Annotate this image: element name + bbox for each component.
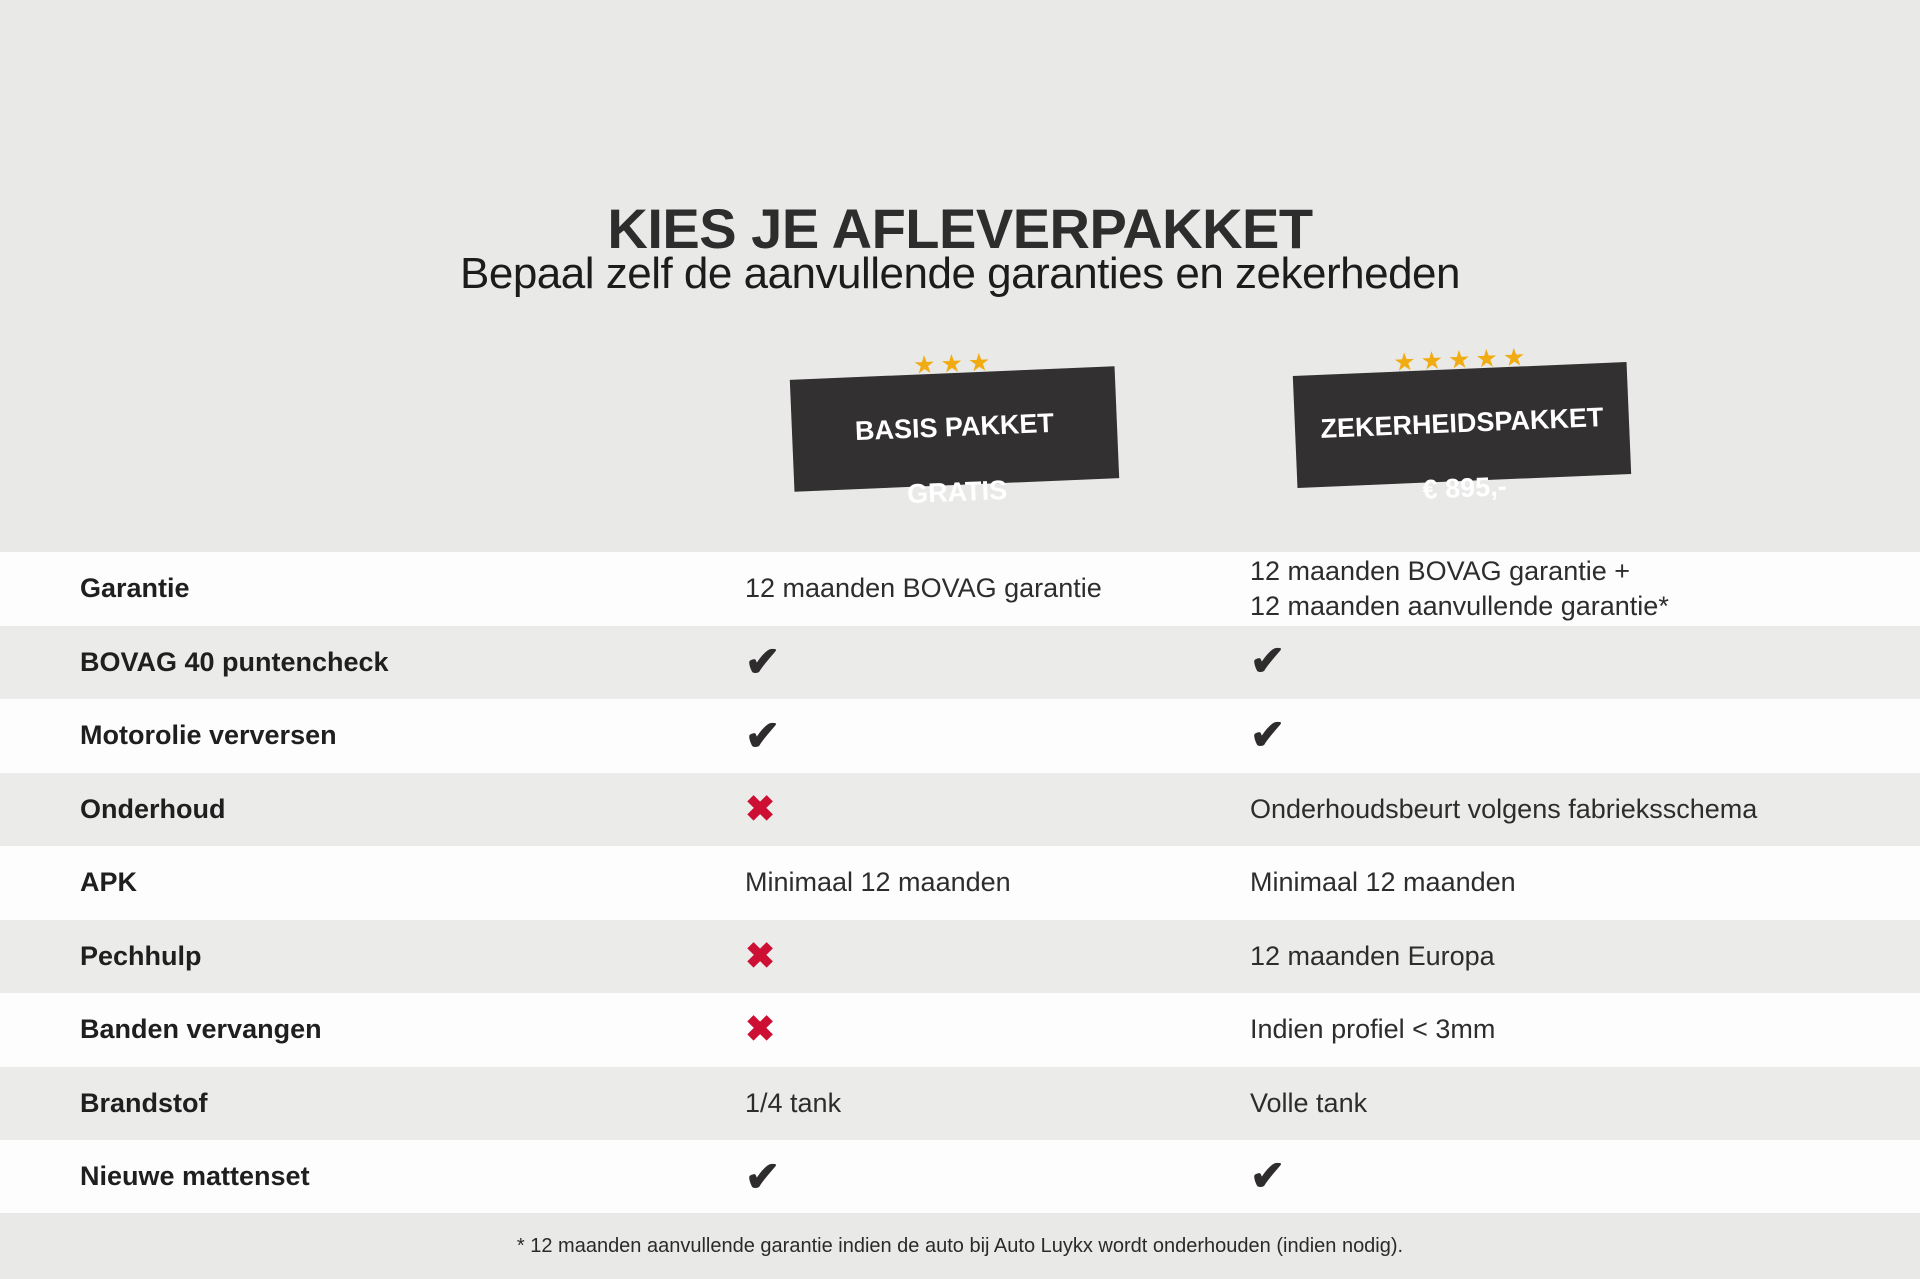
cell: Minimaal 12 maanden (1250, 865, 1920, 900)
package-zekerheid-price: € 895,- (1422, 471, 1508, 505)
cell-cross: ✖ (745, 787, 1250, 829)
package-basis-title: BASIS PAKKET GRATIS (853, 375, 1057, 513)
row-label: Garantie (80, 573, 190, 604)
table-row: Nieuwe mattenset ✔ ✔ (0, 1140, 1920, 1214)
row-label: Banden vervangen (80, 1014, 322, 1045)
table-row: Banden vervangen ✖ Indien profiel < 3mm (0, 993, 1920, 1067)
cross-icon: ✖ (745, 934, 776, 976)
cell-check: ✔ (745, 711, 1250, 759)
check-icon: ✔ (745, 638, 781, 686)
comparison-table: Garantie 12 maanden BOVAG garantie 12 maan… (0, 552, 1920, 1214)
row-label: Brandstof (80, 1087, 208, 1118)
row-label: BOVAG 40 puntencheck (80, 646, 389, 677)
cross-icon: ✖ (745, 787, 776, 829)
table-row: APK Minimaal 12 maanden Minimaal 12 maande… (0, 846, 1920, 920)
cell-text: Minimaal 12 maanden (745, 867, 1011, 898)
cell-text: 12 maanden Europa (1250, 940, 1495, 971)
footnote: * 12 maanden aanvullende garantie indien… (0, 1213, 1920, 1279)
cell-check: ✔ (1250, 640, 1920, 684)
row-label: Motorolie verversen (80, 720, 337, 751)
table-row: BOVAG 40 puntencheck ✔ ✔ (0, 625, 1920, 699)
cell-check: ✔ (745, 1152, 1250, 1200)
table-row: Onderhoud ✖ Onderhoudsbeurt volgens fabrie… (0, 772, 1920, 846)
cell-text: 1/4 tank (745, 1087, 842, 1118)
cell: 1/4 tank (745, 1086, 1250, 1121)
cell: 12 maanden BOVAG garantie (745, 571, 1250, 606)
cell: Minimaal 12 maanden (745, 865, 1250, 900)
page-subtitle: Bepaal zelf de aanvullende garanties en … (460, 249, 1460, 298)
row-label: APK (80, 867, 138, 898)
row-label: Onderhoud (80, 793, 226, 824)
check-icon: ✔ (1250, 710, 1286, 758)
cell: Onderhoudsbeurt volgens fabrieksschema (1250, 792, 1920, 827)
check-icon: ✔ (1250, 637, 1286, 685)
page-title: KIES JE AFLEVERPAKKET (607, 196, 1313, 260)
package-basis-name: BASIS PAKKET (854, 408, 1055, 447)
cell: 12 maanden Europa (1250, 939, 1920, 974)
check-icon: ✔ (745, 1152, 781, 1200)
table-row: Brandstof 1/4 tank Volle tank (0, 1066, 1920, 1140)
row-label: Nieuwe mattenset (80, 1161, 310, 1192)
cell-text: Volle tank (1250, 1087, 1368, 1118)
package-zekerheid-name: ZEKERHEIDSPAKKET (1319, 402, 1604, 445)
row-label: Pechhulp (80, 940, 202, 971)
check-icon: ✔ (1250, 1151, 1286, 1199)
table-row: Garantie 12 maanden BOVAG garantie 12 maan… (0, 552, 1920, 626)
cell-check: ✔ (745, 641, 1250, 683)
cell-text: Minimaal 12 maanden (1250, 867, 1516, 898)
cell: 12 maanden BOVAG garantie + 12 maanden a… (1250, 554, 1920, 624)
cell-check: ✔ (1250, 1151, 1920, 1199)
package-zekerheid-title: ZEKERHEIDSPAKKET € 895,- (1319, 369, 1607, 510)
cell: Volle tank (1250, 1086, 1920, 1121)
table-row: Motorolie verversen ✔ ✔ (0, 699, 1920, 773)
cell-text: Onderhoudsbeurt volgens fabrieksschema (1250, 793, 1758, 824)
cell-check: ✔ (1250, 710, 1920, 758)
package-header-zekerheid: ★★★★★ ZEKERHEIDSPAKKET € 895,- (1292, 344, 1632, 505)
package-header-basis: ★★★ BASIS PAKKET GRATIS (789, 349, 1120, 509)
table-row: Pechhulp ✖ 12 maanden Europa (0, 919, 1920, 993)
star-rating-icon: ★★★ (912, 348, 996, 381)
cell-text: 12 maanden BOVAG garantie + 12 maanden a… (1250, 555, 1669, 621)
cell-text: 12 maanden BOVAG garantie (745, 573, 1102, 604)
check-icon: ✔ (745, 711, 781, 759)
cell-cross: ✖ (745, 1011, 1250, 1048)
cell-cross: ✖ (745, 934, 1250, 976)
package-basis-price: GRATIS (906, 475, 1008, 510)
cross-icon: ✖ (745, 1008, 776, 1050)
cell: Indien profiel < 3mm (1250, 1012, 1920, 1047)
cell-text: Indien profiel < 3mm (1250, 1014, 1496, 1045)
